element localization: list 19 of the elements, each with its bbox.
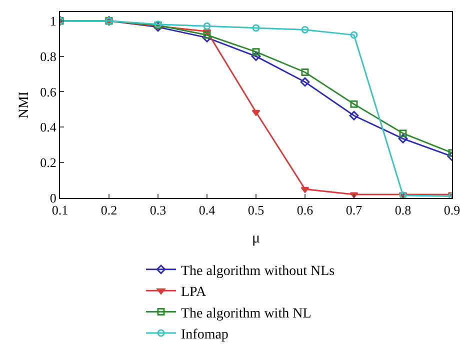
legend-label: LPA [181, 285, 208, 300]
x-tick-label: 0.3 [150, 202, 166, 218]
legend-label: The algorithm with NL [181, 306, 312, 322]
y-axis-title: NMI [16, 91, 32, 119]
x-axis-title: μ [252, 230, 260, 247]
legend-label: The algorithm without NLs [181, 264, 335, 279]
legend-label: Infomap [181, 327, 228, 342]
x-tick-label: 0.6 [296, 202, 314, 218]
x-tick-label: 0.2 [100, 202, 118, 218]
y-tick-label: 1 [50, 13, 56, 28]
x-tick-label: 0.4 [198, 202, 216, 218]
y-tick-label: 0.4 [40, 120, 57, 135]
x-tick-label: 0.5 [248, 202, 264, 218]
x-tick-label: 0.8 [394, 202, 412, 218]
y-tick-label: 0.6 [40, 84, 57, 100]
x-tick-label: 0.7 [346, 202, 363, 218]
x-tick-label: 0.9 [444, 202, 460, 218]
y-tick-label: 0.8 [40, 48, 56, 64]
y-tick-label: 0.2 [40, 155, 56, 170]
